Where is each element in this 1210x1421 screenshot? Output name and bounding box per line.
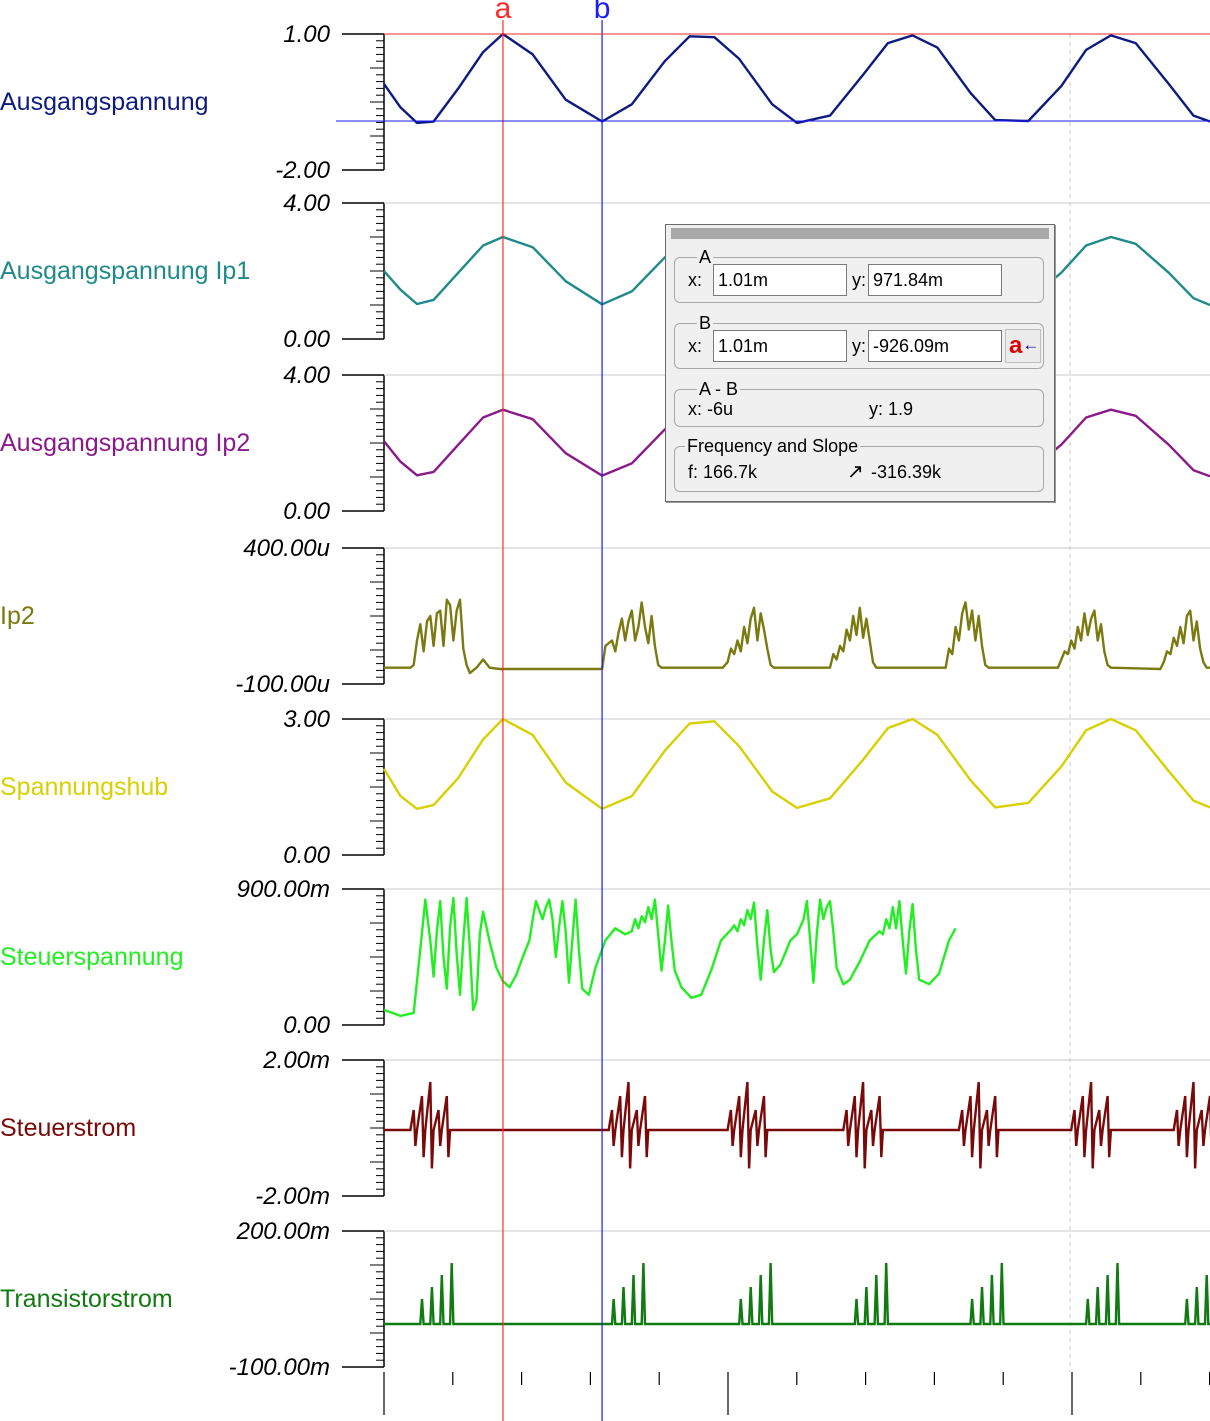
trace-line [383, 32, 1210, 125]
a-y-field[interactable]: 971.84m [868, 264, 1002, 296]
trace-label: Transistorstrom [0, 1285, 173, 1313]
y-min-label: 0.00 [283, 842, 330, 869]
group-b: B x: 1.01m y: -926.09m [674, 313, 1044, 369]
group-frequency-slope: Frequency and Slope f: 166.7k ↗ -316.39k [674, 436, 1044, 492]
trace-label: Ip2 [0, 602, 35, 630]
group-freq-label: Frequency and Slope [685, 436, 861, 456]
slope-icon: ↗ [847, 461, 864, 483]
trace-line [383, 896, 957, 1018]
trace-line [384, 598, 1210, 675]
panel-titlebar[interactable] [671, 228, 1049, 239]
slope-value: -316.39k [871, 462, 942, 482]
trace-line [384, 1262, 1210, 1326]
y-max-label: 900.00m [237, 876, 330, 903]
trace-label: Ausgangspannung [0, 88, 209, 116]
swap-cursor-letter: a [1009, 332, 1023, 359]
y-max-label: 200.00m [236, 1218, 330, 1245]
b-x-field[interactable]: 1.01m [713, 330, 847, 362]
ab-y-value: y: 1.9 [869, 399, 914, 419]
group-b-label: B [697, 313, 714, 333]
a-x-field[interactable]: 1.01m [713, 264, 847, 296]
a-y-label: y: [852, 270, 867, 290]
y-max-label: 3.00 [283, 706, 330, 733]
trace-label: Ausgangspannung Ip1 [0, 257, 250, 285]
trace-line [382, 717, 1210, 810]
group-a-minus-b: A - B x: -6u y: 1.9 [674, 379, 1044, 427]
y-max-label: 1.00 [283, 21, 330, 48]
y-max-label: 400.00u [243, 535, 330, 562]
y-min-label: -2.00 [275, 157, 330, 184]
y-min-label: 0.00 [283, 326, 330, 353]
cursor-panel[interactable]: A x: 1.01m y: 971.84m B x: 1.01m y: -926… [665, 224, 1055, 502]
trace-label: Spannungshub [0, 773, 168, 801]
trace-label: Ausgangspannung Ip2 [0, 429, 250, 457]
trace-line [384, 1081, 1210, 1169]
frequency-value: f: 166.7k [688, 462, 758, 482]
swap-cursor-button[interactable]: a← [1005, 329, 1041, 363]
trace-label: Steuerstrom [0, 1114, 136, 1142]
y-min-label: -100.00m [229, 1354, 330, 1381]
y-max-label: 2.00m [262, 1047, 330, 1074]
b-y-label: y: [852, 336, 867, 356]
b-x-label: x: [688, 336, 703, 356]
y-max-label: 4.00 [283, 190, 330, 217]
trace-label: Steuerspannung [0, 943, 183, 971]
y-max-label: 4.00 [283, 362, 330, 389]
y-min-label: -2.00m [255, 1183, 330, 1210]
y-min-label: -100.00u [235, 671, 330, 698]
y-min-label: 0.00 [283, 498, 330, 525]
b-y-field[interactable]: -926.09m [868, 330, 1002, 362]
y-min-label: 0.00 [283, 1012, 330, 1039]
arrow-left-icon: ← [1022, 335, 1040, 354]
cursor-a-marker[interactable]: a [495, 0, 512, 25]
group-ab-label: A - B [697, 379, 741, 399]
group-a-label: A [697, 247, 714, 267]
a-x-label: x: [688, 270, 703, 290]
ab-x-value: x: -6u [688, 399, 734, 419]
cursor-b-marker[interactable]: b [594, 0, 611, 25]
group-a: A x: 1.01m y: 971.84m [674, 247, 1044, 303]
